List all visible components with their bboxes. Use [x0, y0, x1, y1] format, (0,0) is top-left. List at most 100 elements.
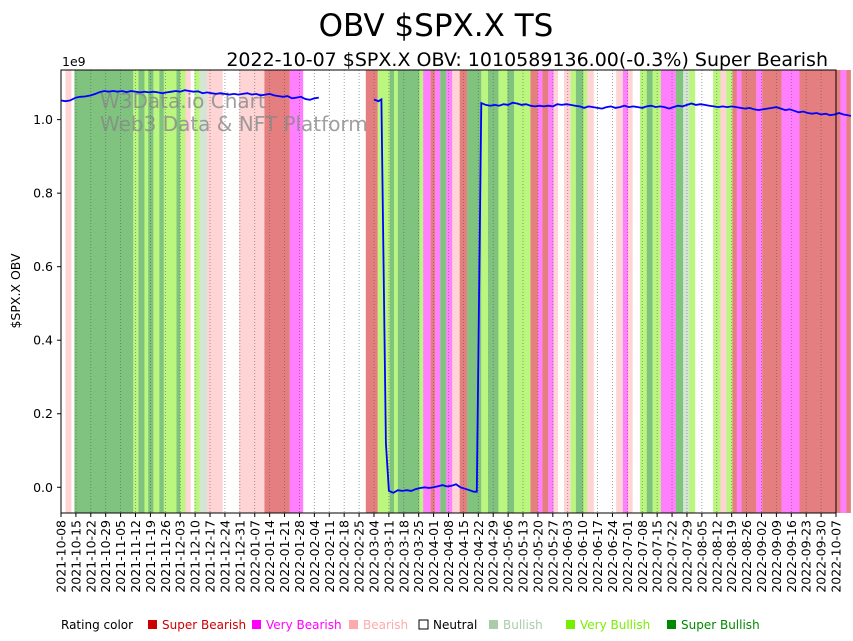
x-tick-label: 2021-11-05: [113, 520, 128, 593]
rating-band: [498, 70, 508, 513]
rating-band: [133, 70, 139, 513]
x-tick-label: 2022-06-17: [590, 520, 605, 593]
x-tick-label: 2021-11-12: [128, 520, 143, 593]
y-tick-label: 0.6: [33, 259, 53, 274]
rating-band: [799, 70, 841, 513]
x-tick-label: 2022-10-07: [829, 520, 844, 593]
rating-band: [781, 70, 800, 513]
x-tick-label: 2022-08-05: [694, 520, 709, 593]
rating-band: [153, 70, 160, 513]
legend-label: Very Bullish: [580, 618, 650, 632]
rating-band: [683, 70, 690, 513]
x-tick-label: 2022-08-26: [739, 520, 754, 593]
x-tick-label: 2022-02-11: [322, 520, 337, 593]
x-tick-label: 2022-05-06: [501, 520, 516, 593]
rating-band: [548, 70, 554, 513]
x-tick-label: 2022-09-02: [754, 520, 769, 593]
x-tick-label: 2022-03-25: [411, 520, 426, 593]
x-tick-label: 2021-12-10: [188, 520, 203, 593]
rating-band: [756, 70, 763, 513]
y-tick-label: 0.0: [33, 480, 53, 495]
rating-band: [289, 70, 304, 513]
x-tick-label: 2022-07-01: [620, 520, 635, 593]
rating-band: [185, 70, 191, 513]
x-tick-label: 2021-10-22: [83, 520, 98, 593]
x-tick-label: 2022-01-21: [277, 520, 292, 593]
rating-band: [720, 70, 727, 513]
x-tick-label: 2022-04-01: [426, 520, 441, 593]
x-tick-label: 2021-10-29: [98, 520, 113, 593]
rating-band: [660, 70, 676, 513]
x-tick-label: 2022-08-12: [709, 520, 724, 593]
x-tick-label: 2022-06-24: [605, 520, 620, 593]
rating-band: [423, 70, 431, 513]
rating-band: [144, 70, 149, 513]
x-tick-label: 2022-06-10: [575, 520, 590, 593]
x-tick-label: 2022-05-13: [516, 520, 531, 593]
x-tick-label: 2022-09-30: [814, 520, 829, 593]
rating-band: [389, 70, 395, 513]
rating-band: [713, 70, 721, 513]
legend-label: Super Bearish: [162, 618, 246, 632]
rating-band: [397, 70, 420, 513]
x-tick-label: 2022-03-04: [366, 520, 381, 593]
rating-band: [481, 70, 488, 513]
legend-swatch: [252, 620, 261, 629]
rating-band: [570, 70, 576, 513]
rating-band: [537, 70, 543, 513]
x-tick-label: 2021-12-03: [173, 520, 188, 593]
obv-line: [60, 89, 319, 103]
x-tick-label: 2022-01-07: [247, 520, 262, 593]
rating-band: [435, 70, 441, 513]
x-tick-label: 2021-11-26: [158, 520, 173, 593]
rating-band: [440, 70, 447, 513]
legend-swatch: [566, 620, 575, 629]
rating-band: [74, 70, 134, 513]
y-tick-label: 0.8: [33, 186, 53, 201]
rating-band: [264, 70, 290, 513]
x-tick-label: 2022-05-20: [530, 520, 545, 593]
rating-band: [736, 70, 742, 513]
rating-band: [507, 70, 515, 513]
y-axis: 0.0 0.2 0.4 0.6 0.8 1.0: [33, 112, 61, 495]
rating-band: [846, 70, 851, 513]
x-tick-label: 2022-09-09: [769, 520, 784, 593]
y-axis-label: $SPX.X OBV: [8, 253, 23, 329]
rating-band: [646, 70, 653, 513]
rating-legend: Rating color Super Bearish Very Bearish Bea…: [61, 618, 760, 632]
rating-band: [575, 70, 584, 513]
x-tick-label: 2022-03-18: [396, 520, 411, 593]
watermark-line-2: Web3 Data & NFT Platform: [100, 112, 368, 136]
legend-swatch: [418, 619, 429, 630]
legend-swatch: [667, 620, 676, 629]
rating-band: [65, 70, 72, 513]
x-tick-label: 2022-07-29: [679, 520, 694, 593]
rating-band: [616, 70, 623, 513]
rating-band: [207, 70, 223, 513]
rating-band: [622, 70, 629, 513]
y-tick-label: 0.2: [33, 406, 53, 421]
rating-band: [741, 70, 757, 513]
legend-label: Super Bullish: [681, 618, 760, 632]
rating-band: [487, 70, 499, 513]
x-tick-label: 2022-02-25: [352, 520, 367, 593]
rating-band: [726, 70, 733, 513]
chart-subtitle: 2022-10-07 $SPX.X OBV: 1010589136.00(-0.…: [226, 49, 828, 71]
rating-band: [689, 70, 696, 513]
x-tick-label: 2022-05-27: [545, 520, 560, 593]
rating-band: [159, 70, 164, 513]
legend-swatch: [148, 620, 157, 629]
obv-line: [373, 97, 852, 494]
x-tick-label: 2022-02-18: [337, 520, 352, 593]
rating-band: [394, 70, 398, 513]
legend-swatch: [349, 620, 358, 629]
x-tick-label: 2022-08-19: [724, 520, 739, 593]
rating-band: [583, 70, 588, 513]
rating-band: [762, 70, 782, 513]
legend-label: Very Bearish: [266, 618, 342, 632]
x-tick-label: 2021-12-24: [217, 520, 232, 593]
rating-band: [628, 70, 633, 513]
y-tick-label: 1.0: [33, 112, 53, 127]
x-tick-label: 2022-02-04: [307, 520, 322, 593]
